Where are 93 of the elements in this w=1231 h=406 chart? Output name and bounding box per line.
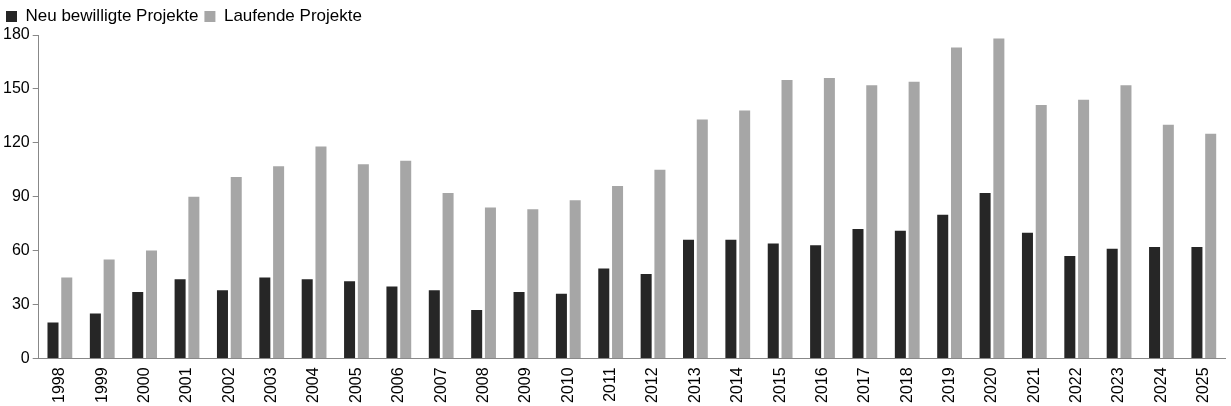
x-tick-label: 1998 (50, 367, 68, 403)
bar (174, 279, 186, 358)
bar (527, 209, 539, 358)
x-tick-label: 2000 (135, 367, 153, 403)
bar (386, 286, 398, 358)
bar (47, 322, 59, 358)
bar (315, 146, 327, 358)
x-tick-label: 2002 (219, 367, 237, 403)
y-tick-label: 0 (20, 348, 30, 366)
x-tick-label: 2017 (855, 367, 873, 403)
x-tick-label: 2011 (601, 367, 619, 402)
x-tick-label: 2021 (1024, 367, 1042, 403)
bar (471, 309, 483, 358)
x-tick-label: 2025 (1194, 367, 1212, 403)
bar (145, 250, 158, 358)
bar (1078, 99, 1090, 358)
legend-label: Neu bewilligte Projekte (25, 6, 199, 26)
bar (1162, 124, 1174, 358)
x-tick-label: 2023 (1109, 367, 1127, 403)
bar (781, 79, 793, 358)
bar (344, 281, 356, 358)
y-tick-label: 180 (2, 25, 30, 43)
bar (484, 207, 496, 358)
bar (725, 239, 737, 358)
bar (1106, 248, 1118, 358)
y-tick-label: 150 (2, 79, 30, 97)
bar (357, 164, 369, 358)
y-tick-label: 60 (11, 241, 30, 259)
bar (640, 273, 652, 358)
bar (1205, 133, 1217, 358)
bar (400, 160, 412, 358)
x-tick-label: 2020 (982, 367, 1000, 403)
bar (1021, 232, 1033, 358)
bar (810, 245, 822, 358)
x-tick-label: 2003 (262, 367, 280, 403)
bar (908, 81, 920, 358)
bar (894, 230, 906, 358)
bar (555, 293, 567, 358)
bar (216, 290, 228, 358)
bar (513, 291, 525, 358)
y-tick-label: 90 (11, 187, 30, 205)
bar (937, 214, 949, 358)
x-tick-label: 2001 (177, 367, 195, 403)
x-tick-label: 2006 (389, 367, 407, 403)
bar (103, 259, 115, 358)
bar (1120, 85, 1132, 358)
bar (132, 291, 144, 358)
bar (979, 193, 991, 358)
bar (1191, 247, 1203, 358)
bar (273, 166, 285, 358)
bar (230, 176, 242, 358)
bar (598, 268, 610, 358)
legend-label: Laufende Projekte (223, 6, 362, 26)
x-tick-label: 2015 (770, 367, 788, 403)
bar (612, 185, 624, 358)
bar (950, 47, 962, 358)
bar (739, 110, 751, 358)
bar (188, 196, 200, 358)
x-tick-label: 2004 (304, 367, 322, 403)
bar (1035, 105, 1047, 358)
x-tick-label: 2022 (1067, 367, 1085, 403)
x-tick-label: 2024 (1151, 367, 1169, 403)
bar (1064, 255, 1076, 358)
bar (259, 277, 271, 358)
bar (428, 290, 440, 358)
bar (301, 279, 313, 358)
x-tick-label: 2016 (812, 367, 830, 403)
bar (89, 313, 101, 358)
x-tick-label: 2008 (473, 367, 491, 403)
x-tick-label: 2012 (643, 367, 661, 403)
bar (993, 38, 1005, 358)
bar (866, 85, 878, 358)
bar (683, 239, 695, 358)
x-tick-label: 2014 (728, 367, 746, 403)
bar (823, 78, 835, 358)
y-tick-label: 30 (11, 294, 30, 312)
x-tick-label: 2019 (940, 367, 958, 403)
x-tick-label: 2010 (558, 367, 576, 403)
bar (696, 119, 708, 358)
y-tick-label: 120 (2, 133, 30, 151)
x-tick-label: 2007 (431, 367, 449, 403)
x-tick-label: 2013 (685, 367, 703, 403)
bar (852, 229, 864, 358)
x-tick-label: 2018 (897, 367, 915, 403)
bar (61, 277, 73, 358)
bar (1149, 247, 1161, 358)
bar (569, 200, 581, 358)
x-tick-label: 2005 (346, 367, 364, 403)
bar (767, 243, 779, 358)
x-tick-label: 1999 (92, 367, 110, 403)
bar (442, 193, 454, 358)
x-tick-label: 2009 (516, 367, 534, 403)
bar (654, 169, 666, 358)
